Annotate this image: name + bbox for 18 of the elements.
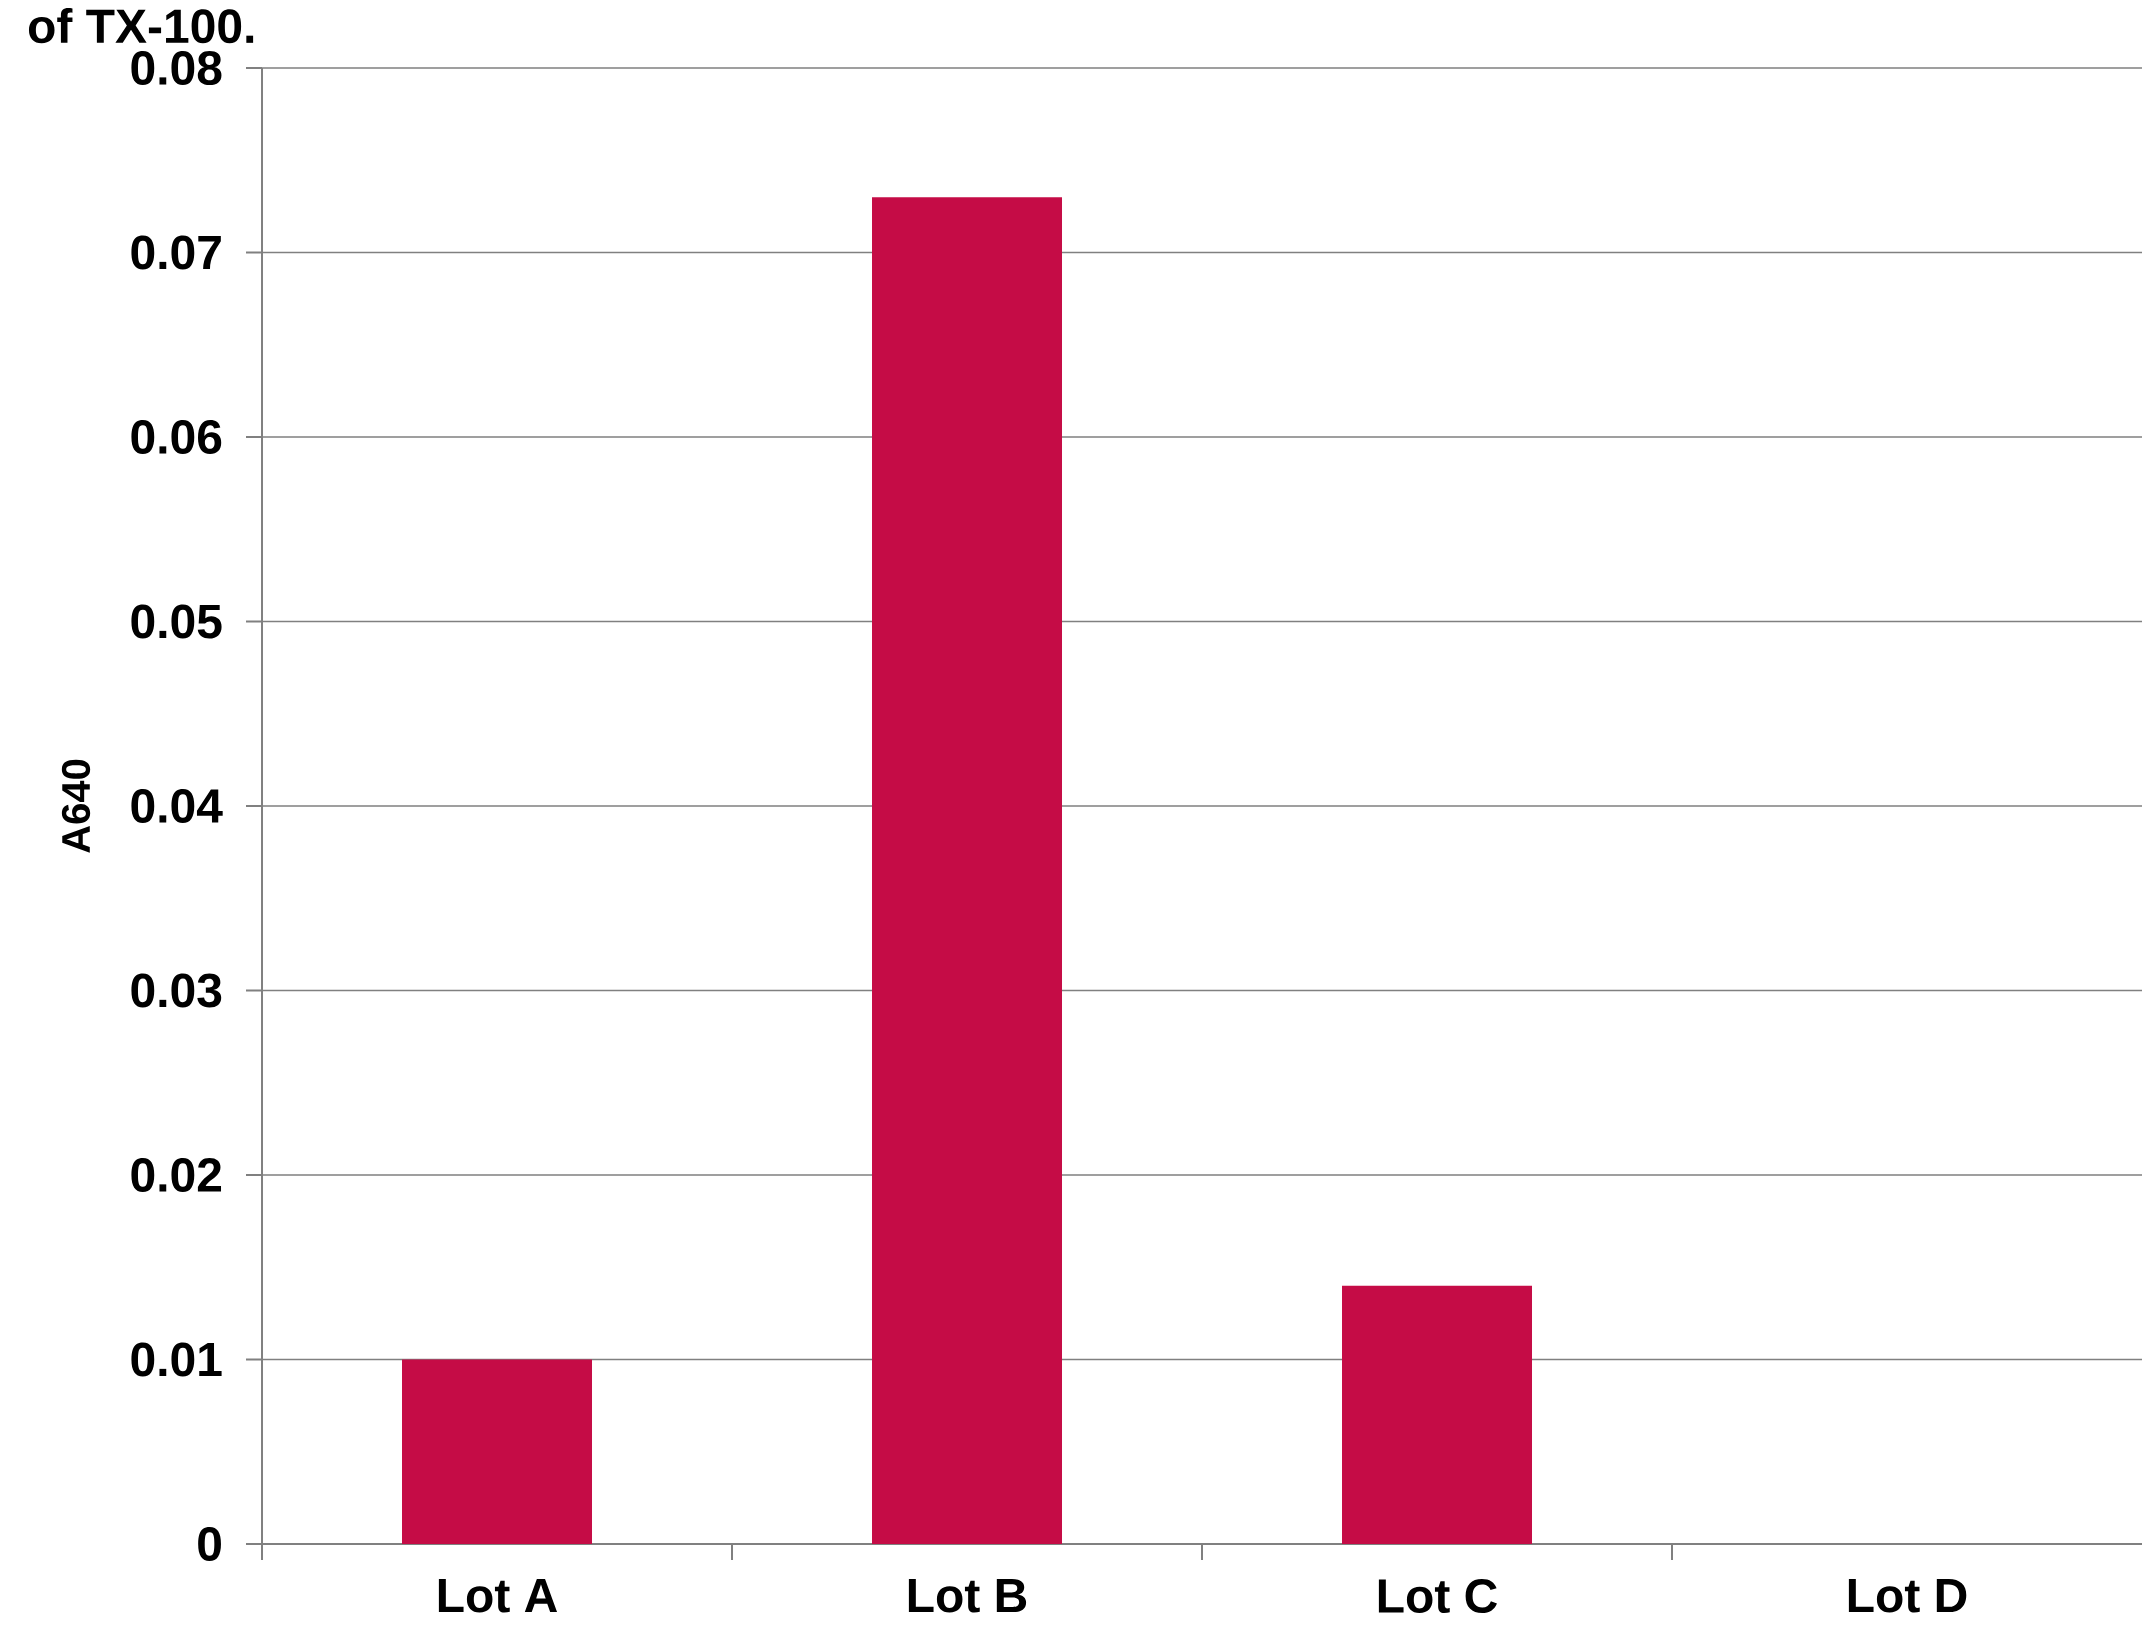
y-tick-label: 0.01: [131, 1342, 222, 1377]
x-tick-label: Lot C: [1378, 1579, 1497, 1614]
y-tick-label: 0.06: [131, 420, 222, 454]
bar: [1342, 1285, 1533, 1544]
y-tick-label: 0.02: [131, 1158, 222, 1192]
y-tick-label: 0.07: [131, 235, 221, 270]
y-tick-label: 0.08: [131, 51, 222, 85]
y-axis-title: A640: [61, 759, 91, 853]
bar: [402, 1359, 592, 1544]
x-tick-label: Lot A: [438, 1579, 558, 1613]
y-tick-label: 0.05: [131, 604, 222, 639]
x-tick-label: Lot D: [1848, 1579, 1967, 1613]
y-tick-label: 0.03: [131, 973, 222, 1008]
x-tick-label: Lot B: [908, 1579, 1027, 1613]
bar: [872, 197, 1063, 1544]
chart-title: of TX-100.: [28, 8, 254, 44]
y-tick-label: 0.04: [131, 789, 223, 823]
y-tick-label: 0: [198, 1527, 221, 1561]
